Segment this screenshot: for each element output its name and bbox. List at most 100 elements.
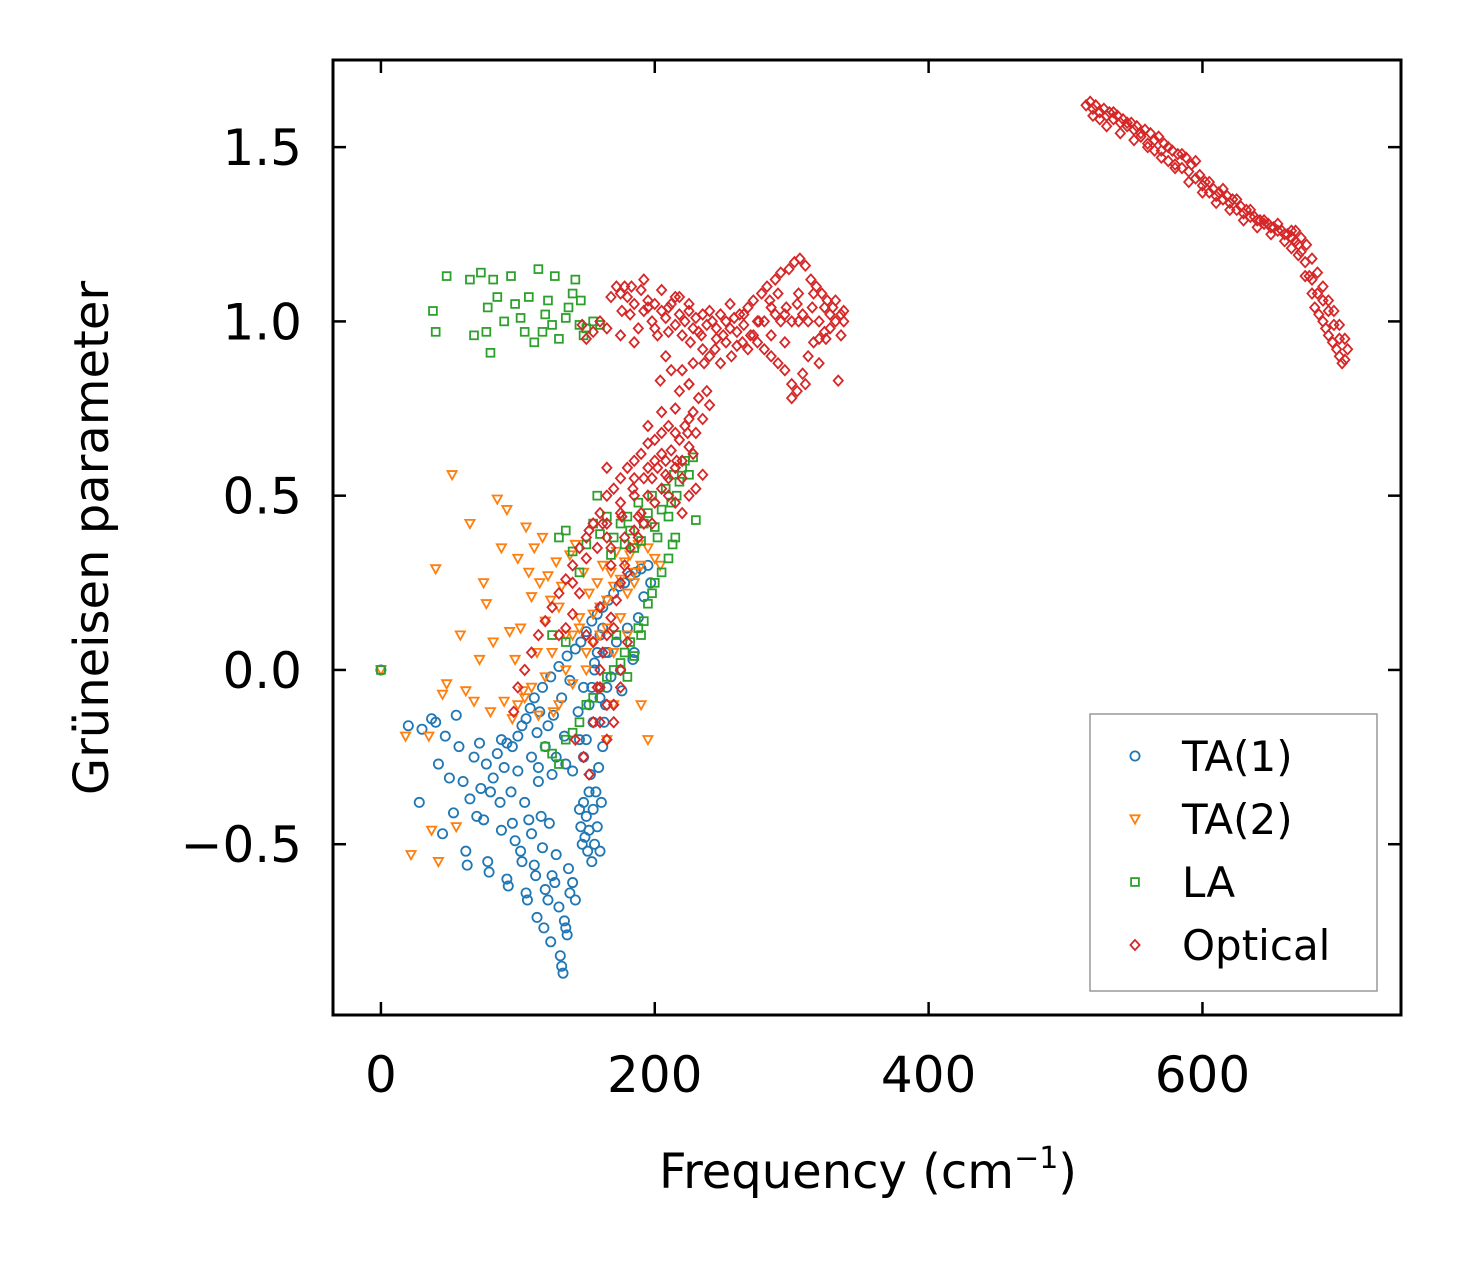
data-point xyxy=(560,525,571,536)
data-point xyxy=(602,647,614,659)
y-tick-label: 1.0 xyxy=(222,293,302,351)
data-point xyxy=(553,586,565,600)
data-point xyxy=(594,315,606,328)
data-point xyxy=(616,304,628,318)
data-point xyxy=(512,680,524,694)
data-point xyxy=(594,680,606,694)
data-point xyxy=(432,758,444,770)
data-point xyxy=(1271,224,1284,238)
data-point xyxy=(690,426,702,440)
data-point xyxy=(1308,301,1321,314)
data-point xyxy=(495,734,507,746)
data-point xyxy=(536,532,549,544)
data-point xyxy=(518,663,531,677)
data-point xyxy=(511,700,524,712)
data-point xyxy=(454,630,467,642)
data-point xyxy=(589,838,601,850)
data-point xyxy=(542,894,554,906)
data-point xyxy=(714,308,727,321)
data-point xyxy=(606,550,616,560)
data-point xyxy=(619,647,630,658)
data-point xyxy=(528,543,541,555)
data-point xyxy=(607,482,620,496)
data-point xyxy=(523,814,535,826)
data-point xyxy=(509,835,521,847)
data-point xyxy=(550,557,563,569)
data-point xyxy=(1141,140,1154,154)
data-point xyxy=(525,646,538,659)
data-point xyxy=(794,252,806,266)
data-point xyxy=(587,609,600,621)
data-point xyxy=(464,793,476,805)
data-point xyxy=(783,262,795,276)
data-point xyxy=(538,922,550,934)
data-point xyxy=(399,731,412,743)
data-point xyxy=(573,613,586,625)
data-point xyxy=(437,828,449,840)
data-point xyxy=(673,433,686,447)
data-point xyxy=(506,271,516,281)
data-point xyxy=(546,769,558,781)
data-point xyxy=(594,845,606,857)
data-point xyxy=(648,297,661,311)
data-point xyxy=(649,578,660,588)
data-point xyxy=(1313,308,1325,321)
data-point xyxy=(837,315,850,328)
data-point xyxy=(1311,266,1324,280)
data-point xyxy=(580,531,593,544)
data-point xyxy=(669,290,682,304)
data-point xyxy=(1278,234,1291,248)
data-point xyxy=(556,960,568,972)
data-point xyxy=(637,471,650,485)
data-point xyxy=(601,461,613,475)
data-point xyxy=(413,796,425,808)
data-point xyxy=(622,511,633,522)
data-point xyxy=(669,426,682,440)
data-point xyxy=(519,327,530,337)
data-point xyxy=(614,576,627,590)
data-point xyxy=(594,715,606,729)
data-point xyxy=(507,705,520,719)
data-point xyxy=(569,894,581,906)
data-point xyxy=(582,845,594,857)
data-point xyxy=(692,391,705,405)
data-point xyxy=(474,737,486,749)
data-point xyxy=(799,377,812,391)
data-point xyxy=(404,850,418,862)
data-point xyxy=(468,751,480,763)
data-point xyxy=(642,419,654,433)
data-point xyxy=(802,349,814,363)
data-point xyxy=(742,342,754,356)
data-point xyxy=(820,332,832,346)
data-point xyxy=(608,532,619,543)
data-point xyxy=(648,496,661,510)
data-point xyxy=(570,274,581,285)
data-point xyxy=(807,287,820,300)
data-point xyxy=(622,672,633,682)
data-point xyxy=(710,332,723,346)
data-point xyxy=(602,672,612,682)
data-point xyxy=(628,524,641,537)
data-point xyxy=(742,301,754,314)
data-point xyxy=(835,328,847,342)
data-point xyxy=(475,782,487,794)
data-point xyxy=(521,894,533,906)
data-point xyxy=(532,710,545,722)
data-point xyxy=(554,759,564,769)
data-point xyxy=(600,595,613,607)
data-point xyxy=(532,762,544,774)
data-point xyxy=(703,398,716,412)
data-point xyxy=(581,539,592,550)
data-point xyxy=(487,772,499,784)
data-point xyxy=(636,630,646,640)
data-point xyxy=(1299,269,1311,283)
data-point xyxy=(815,287,828,300)
data-point xyxy=(531,727,543,739)
data-point xyxy=(663,511,674,522)
data-point xyxy=(785,315,798,328)
data-point xyxy=(1217,182,1229,196)
data-point xyxy=(615,658,626,668)
data-point xyxy=(547,709,559,721)
data-point xyxy=(553,628,565,642)
